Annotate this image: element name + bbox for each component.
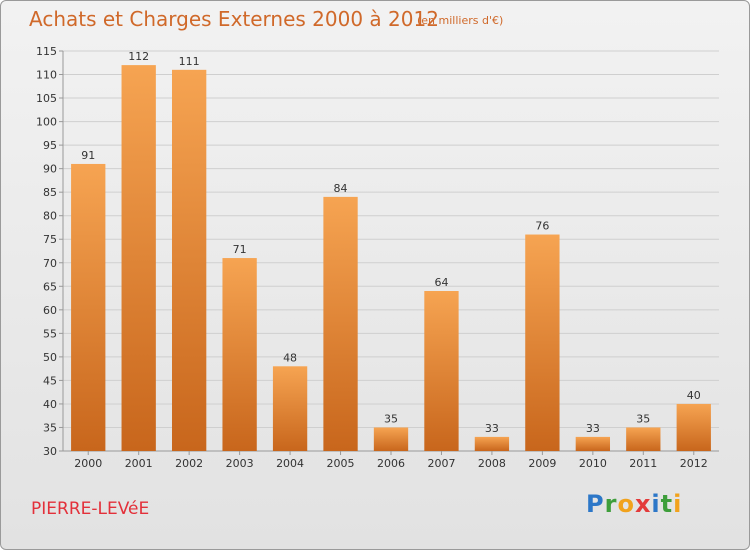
x-tick-label: 2009: [528, 457, 556, 470]
y-tick-label: 65: [43, 280, 57, 293]
logo-letter: P: [586, 490, 605, 518]
y-tick-label: 40: [43, 398, 57, 411]
bar: [373, 427, 409, 451]
chart-title: Achats et Charges Externes 2000 à 2012: [29, 7, 439, 31]
bar: [626, 427, 661, 451]
bar: [424, 291, 459, 451]
x-tick-label: 2012: [680, 457, 708, 470]
x-tick-label: 2007: [427, 457, 455, 470]
value-label: 112: [128, 50, 149, 63]
y-tick-label: 95: [43, 139, 57, 152]
value-label: 40: [687, 389, 701, 402]
logo-letter: i: [673, 490, 683, 518]
x-tick-label: 2002: [175, 457, 203, 470]
x-tick-label: 2005: [327, 457, 355, 470]
y-tick-label: 85: [43, 186, 57, 199]
bar: [71, 163, 106, 452]
value-label: 33: [586, 422, 600, 435]
logo-letter: o: [617, 490, 635, 518]
value-label: 64: [434, 276, 448, 289]
bar: [272, 366, 308, 451]
value-label: 84: [334, 182, 348, 195]
y-tick-label: 35: [43, 421, 57, 434]
bar: [474, 436, 510, 451]
value-labels: 91 112 111 71 48 84 35 64 33 76 33 35 40: [81, 50, 701, 435]
y-tick-label: 60: [43, 304, 57, 317]
y-tick-label: 45: [43, 374, 57, 387]
x-tick-label: 2000: [74, 457, 102, 470]
y-tick-label: 30: [43, 445, 57, 458]
y-tick-label: 100: [36, 116, 57, 129]
bars: [71, 65, 711, 452]
value-label: 35: [636, 412, 650, 425]
x-tick-label: 2004: [276, 457, 304, 470]
bar: [525, 234, 560, 451]
logo-letter: r: [604, 490, 618, 518]
chart-unit: (en milliers d'€): [417, 14, 504, 27]
x-tick-label: 2008: [478, 457, 506, 470]
bar: [222, 258, 257, 451]
x-tick-label: 2001: [125, 457, 153, 470]
value-label: 76: [535, 220, 549, 233]
bar: [575, 436, 611, 451]
x-tick-label: 2006: [377, 457, 405, 470]
x-tick-label: 2003: [226, 457, 254, 470]
grid-lines: [63, 50, 719, 452]
y-tick-label: 75: [43, 233, 57, 246]
y-tick-label: 115: [36, 45, 57, 58]
y-tick-label: 55: [43, 327, 57, 340]
bar: [676, 403, 711, 451]
y-tick-label: 110: [36, 69, 57, 82]
bar: [323, 196, 358, 451]
value-label: 71: [233, 243, 247, 256]
value-label: 33: [485, 422, 499, 435]
value-label: 111: [179, 55, 200, 68]
logo-letter: i: [651, 490, 661, 518]
proxiti-logo: Proxiti: [586, 490, 682, 518]
value-label: 91: [81, 149, 95, 162]
x-tick-label: 2010: [579, 457, 607, 470]
bar: [121, 65, 156, 451]
y-tick-label: 70: [43, 257, 57, 270]
value-label: 35: [384, 412, 398, 425]
y-tick-label: 50: [43, 351, 57, 364]
x-tick-label: 2011: [629, 457, 657, 470]
x-axis: 2000 2001 2002 2003 2004 2005 2006 2007 2008 2009…: [74, 451, 708, 470]
value-label: 48: [283, 351, 297, 364]
logo-letter: t: [660, 490, 674, 518]
y-tick-label: 105: [36, 92, 57, 105]
logo-letter: x: [634, 490, 652, 518]
y-tick-label: 90: [43, 163, 57, 176]
place-name: PIERRE-LEVéE: [31, 499, 150, 519]
bar: [171, 69, 207, 451]
y-tick-label: 80: [43, 210, 57, 223]
